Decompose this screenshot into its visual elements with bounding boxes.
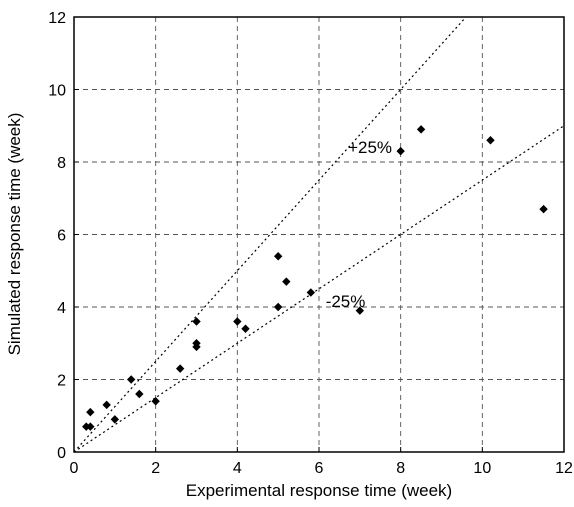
x-tick-label: 6 xyxy=(315,460,324,477)
data-point xyxy=(273,252,283,261)
data-point xyxy=(151,397,160,406)
data-point xyxy=(355,306,365,315)
data-point xyxy=(233,317,242,326)
x-tick-label: 2 xyxy=(151,460,160,477)
annotations: +25% -25% xyxy=(326,138,392,311)
y-axis-title: Simulated response time (week) xyxy=(5,113,24,356)
y-axis-ticks: 0 2 4 6 8 10 12 xyxy=(48,10,79,462)
data-point xyxy=(273,302,283,312)
data-point xyxy=(175,364,185,373)
data-point xyxy=(282,277,291,286)
data-point xyxy=(135,389,144,399)
y-tick-label: 2 xyxy=(57,373,66,390)
data-points xyxy=(82,125,548,431)
reference-line-label: +25% xyxy=(348,138,392,157)
y-tick-label: 6 xyxy=(57,228,66,245)
data-point xyxy=(306,288,316,297)
data-point xyxy=(102,400,111,410)
x-axis-ticks: 0 2 4 6 8 10 12 xyxy=(70,447,573,477)
data-point xyxy=(86,422,95,431)
reference-line xyxy=(73,125,565,453)
reference-lines xyxy=(73,16,565,453)
reference-line-label: -25% xyxy=(326,292,366,311)
data-point xyxy=(486,136,495,145)
y-tick-label: 8 xyxy=(57,155,66,172)
x-tick-label: 0 xyxy=(70,460,79,477)
data-point xyxy=(241,324,250,333)
data-point xyxy=(416,125,426,134)
y-tick-label: 10 xyxy=(48,83,66,100)
data-point xyxy=(192,339,201,348)
x-axis-title: Experimental response time (week) xyxy=(186,481,452,500)
data-point xyxy=(126,375,136,384)
data-point xyxy=(86,407,95,417)
x-tick-label: 12 xyxy=(555,460,573,477)
x-tick-label: 4 xyxy=(233,460,242,477)
grid xyxy=(74,17,564,452)
data-point xyxy=(396,146,405,156)
x-tick-label: 10 xyxy=(473,460,491,477)
data-point xyxy=(539,204,548,214)
y-tick-label: 12 xyxy=(48,10,66,27)
data-point xyxy=(110,415,120,424)
y-tick-label: 0 xyxy=(57,445,66,462)
y-tick-label: 4 xyxy=(57,300,66,317)
data-point xyxy=(192,317,201,326)
x-tick-label: 8 xyxy=(396,460,405,477)
